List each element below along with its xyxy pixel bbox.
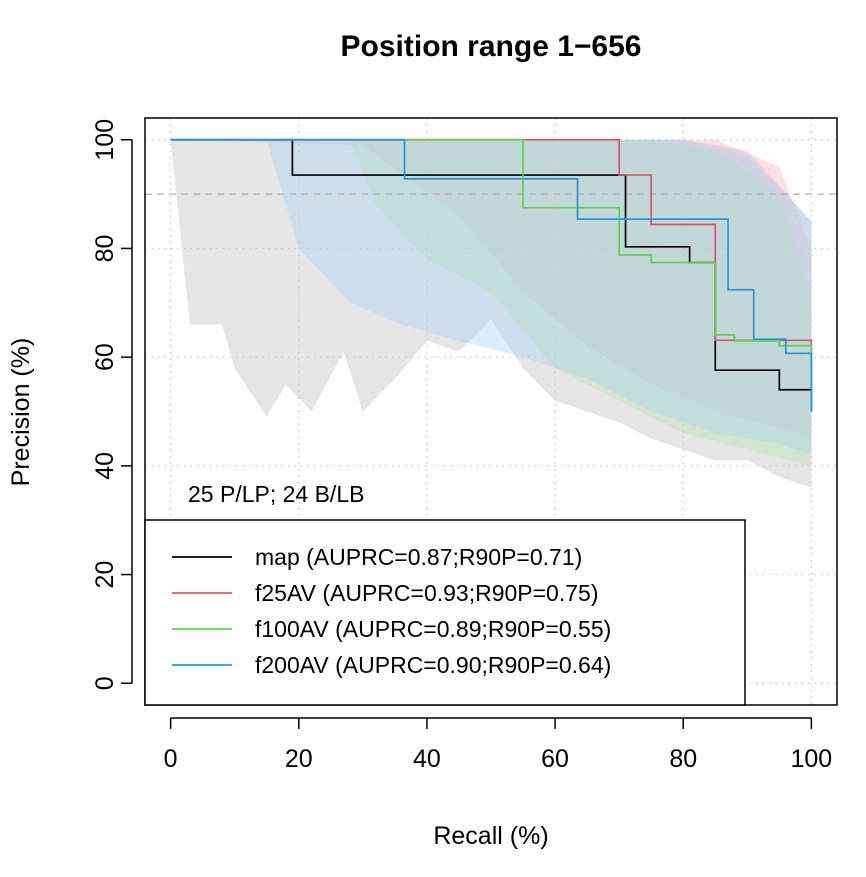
legend-label-1: map (AUPRC=0.87;R90P=0.71) <box>255 544 582 570</box>
legend-label-4: f200AV (AUPRC=0.90;R90P=0.64) <box>255 652 611 678</box>
x-axis: 0 20 40 60 80 100 <box>164 717 833 773</box>
chart-title: Position range 1−656 <box>341 30 642 63</box>
series-line-3 <box>170 138 813 412</box>
x-tick-label-40: 40 <box>413 745 441 773</box>
y-tick-label-40: 40 <box>91 452 119 480</box>
series-line-4 <box>170 138 813 412</box>
series-lines <box>170 138 813 412</box>
y-tick-label-100: 100 <box>91 119 119 161</box>
legend-box <box>144 519 746 706</box>
legend-label-3: f100AV (AUPRC=0.89;R90P=0.55) <box>255 616 611 642</box>
legend-label-2: f25AV (AUPRC=0.93;R90P=0.75) <box>255 580 598 606</box>
x-axis-label: Recall (%) <box>433 822 548 850</box>
x-tick-label-0: 0 <box>164 745 178 773</box>
x-tick-label-20: 20 <box>285 745 313 773</box>
x-tick-label-80: 80 <box>669 745 697 773</box>
x-tick-label-100: 100 <box>791 745 833 773</box>
x-tick-label-60: 60 <box>541 745 569 773</box>
band-1 <box>170 139 812 488</box>
y-axis: 0 20 40 60 80 100 <box>91 119 133 690</box>
count-annotation: 25 P/LP; 24 B/LB <box>188 481 364 507</box>
y-tick-label-20: 20 <box>91 561 119 589</box>
legend: map (AUPRC=0.87;R90P=0.71) f25AV (AUPRC=0… <box>144 519 746 706</box>
y-tick-label-80: 80 <box>91 235 119 263</box>
y-tick-label-0: 0 <box>91 676 119 690</box>
y-tick-label-60: 60 <box>91 343 119 371</box>
y-axis-label: Precision (%) <box>7 338 35 487</box>
